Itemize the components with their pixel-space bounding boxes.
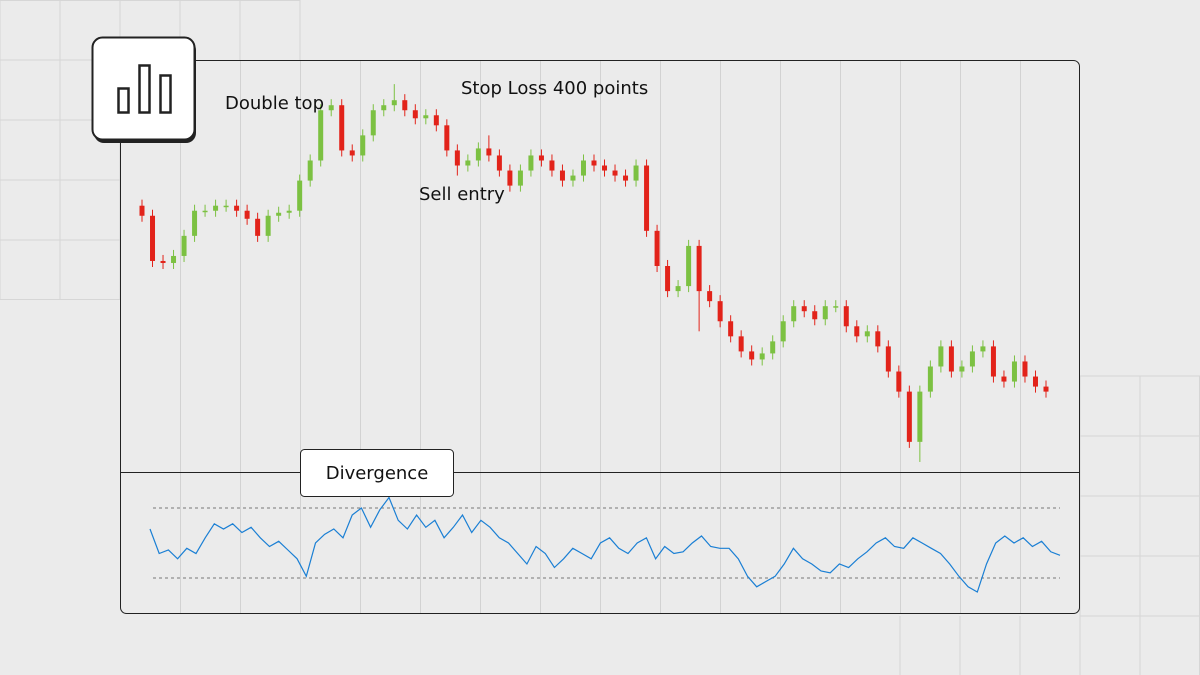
candle-body bbox=[1022, 361, 1028, 377]
candle-body bbox=[602, 165, 608, 171]
candle-body bbox=[444, 125, 450, 151]
candle-body bbox=[486, 148, 492, 156]
candle-body bbox=[223, 205, 229, 208]
candle-body bbox=[349, 150, 355, 156]
candle-body bbox=[696, 245, 702, 292]
candle-body bbox=[665, 266, 671, 292]
candle-body bbox=[801, 306, 807, 312]
candle-body bbox=[1032, 376, 1038, 387]
candle-body bbox=[507, 170, 513, 186]
candle-body bbox=[969, 351, 975, 367]
candle-body bbox=[812, 311, 818, 320]
annotation: Stop Loss 400 points bbox=[461, 78, 648, 99]
candle-body bbox=[780, 321, 786, 342]
candle-body bbox=[171, 255, 177, 263]
candle-body bbox=[370, 110, 376, 136]
candle-body bbox=[938, 346, 944, 367]
candle-body bbox=[318, 110, 324, 161]
app-icon bbox=[91, 36, 196, 143]
label-box bbox=[300, 449, 454, 497]
candle-body bbox=[728, 321, 734, 337]
candle-body bbox=[843, 306, 849, 327]
oscillator-line bbox=[149, 496, 1061, 593]
candle-body bbox=[738, 336, 744, 352]
candle-body bbox=[707, 291, 713, 302]
candle-body bbox=[423, 115, 429, 119]
candle-body bbox=[1043, 386, 1049, 392]
candle-body bbox=[759, 353, 765, 360]
candle-body bbox=[286, 210, 292, 213]
candle-body bbox=[139, 205, 145, 216]
candle-body bbox=[644, 165, 650, 231]
candle-body bbox=[896, 371, 902, 392]
candle-body bbox=[549, 160, 555, 171]
panel-title: Divergence bbox=[326, 463, 429, 484]
candle-body bbox=[591, 160, 597, 166]
candle-body bbox=[980, 346, 986, 352]
candle-body bbox=[906, 391, 912, 442]
candle-body bbox=[770, 341, 776, 354]
candle-body bbox=[885, 346, 891, 372]
candle-body bbox=[633, 165, 639, 181]
candle-body bbox=[675, 286, 681, 292]
candle-body bbox=[959, 366, 965, 372]
candle-body bbox=[339, 105, 345, 151]
candle-body bbox=[917, 391, 923, 442]
candle-body bbox=[517, 170, 523, 186]
candle-body bbox=[160, 260, 166, 263]
candle-body bbox=[475, 148, 481, 161]
candle-body bbox=[570, 175, 576, 181]
candle-body bbox=[822, 306, 828, 320]
candle-body bbox=[276, 212, 282, 216]
candle-body bbox=[381, 105, 387, 111]
candle-body bbox=[181, 235, 187, 256]
candle-body bbox=[213, 205, 219, 211]
candle-body bbox=[360, 135, 366, 156]
annotation: Double top bbox=[225, 93, 324, 114]
candle-body bbox=[538, 155, 544, 161]
candle-body bbox=[265, 215, 271, 236]
candle-body bbox=[612, 170, 618, 176]
candle-body bbox=[202, 210, 208, 213]
candle-body bbox=[465, 160, 471, 166]
candle-body bbox=[749, 351, 755, 360]
candle-body bbox=[192, 210, 198, 236]
candle-body bbox=[328, 105, 334, 111]
candle-body bbox=[528, 155, 534, 171]
candle-body bbox=[833, 306, 839, 308]
candle-body bbox=[948, 346, 954, 372]
candle-body bbox=[717, 301, 723, 322]
candle-body bbox=[496, 155, 502, 171]
candle-body bbox=[1001, 376, 1007, 382]
candle-body bbox=[791, 306, 797, 322]
candle-body bbox=[875, 331, 881, 347]
candle-body bbox=[297, 180, 303, 211]
candle-body bbox=[654, 230, 660, 266]
candle-body bbox=[391, 100, 397, 106]
candle-body bbox=[255, 218, 261, 236]
candle-body bbox=[1011, 361, 1017, 382]
candle-body bbox=[686, 245, 692, 287]
candle-body bbox=[927, 366, 933, 392]
candle-body bbox=[623, 175, 629, 181]
annotation: Sell entry bbox=[419, 184, 505, 205]
candle-body bbox=[854, 326, 860, 337]
candle-body bbox=[234, 205, 240, 211]
candle-body bbox=[433, 115, 439, 126]
candle-body bbox=[150, 215, 156, 261]
candle-body bbox=[580, 160, 586, 176]
candle-body bbox=[559, 170, 565, 181]
candle-body bbox=[864, 331, 870, 337]
candle-body bbox=[402, 100, 408, 111]
candle-body bbox=[307, 160, 313, 181]
candle-body bbox=[990, 346, 996, 377]
candle-body bbox=[412, 110, 418, 119]
candle-body bbox=[244, 210, 250, 219]
candle-body bbox=[454, 150, 460, 166]
